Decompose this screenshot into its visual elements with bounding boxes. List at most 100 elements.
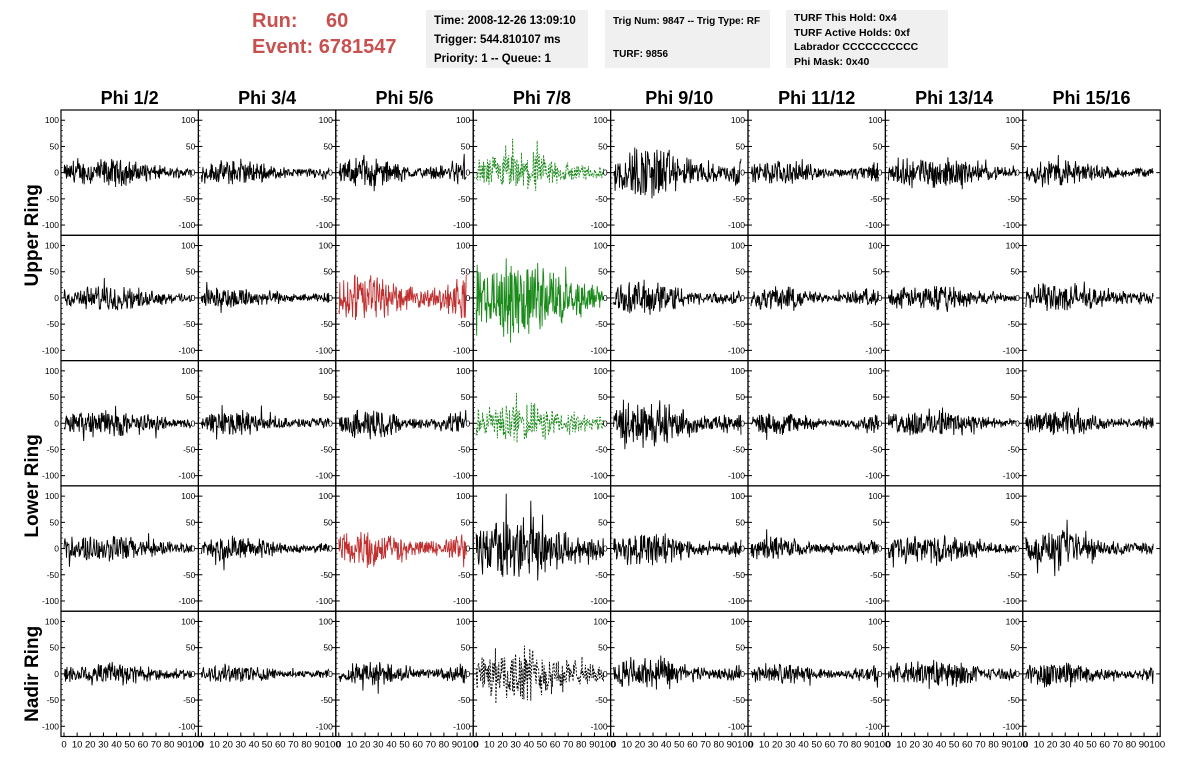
y-tick-label: 0 [740, 168, 745, 178]
waveform-panel: 100 50 0 -50 -100 [591, 360, 749, 487]
y-tick-label: 0 [603, 544, 608, 554]
waveform-trace [1025, 662, 1154, 688]
waveform-panel: 100 50 0 -50 -100 [1003, 485, 1161, 612]
y-tick-label: 100 [181, 241, 195, 251]
x-tick-label: 30 [510, 740, 521, 751]
waveform-trace [750, 413, 879, 440]
y-tick-label: 50 [598, 141, 608, 151]
waveform-trace [1025, 519, 1154, 577]
waveform-panel: 100 50 0 -50 -100 [728, 234, 886, 362]
y-tick-label: -50 [595, 194, 608, 204]
waveform-panel: 100 50 0 -50 -100 [42, 234, 199, 362]
waveform-trace [1025, 281, 1154, 312]
x-tick-label: 80 [439, 740, 450, 751]
y-tick-label: -50 [870, 319, 883, 329]
phi-mask-text: Phi Mask: 0x40 [794, 55, 870, 68]
y-tick-label: 100 [868, 616, 882, 626]
y-tick-label: -50 [458, 444, 471, 454]
waveform-panel: 100 50 0 -50 -100 [865, 234, 1024, 362]
y-tick-label: 50 [323, 392, 333, 402]
y-tick-label: 50 [598, 392, 608, 402]
x-tick-label: 50 [811, 740, 822, 751]
y-tick-label: -100 [728, 220, 745, 230]
y-tick-label: 50 [50, 392, 60, 402]
waveform-panel: 100 50 0 -50 -100 [865, 485, 1024, 612]
y-tick-label: -100 [42, 721, 59, 731]
y-tick-label: -100 [316, 471, 333, 481]
y-tick-label: 100 [1006, 616, 1020, 626]
x-tick-label: 90 [314, 740, 325, 751]
y-tick-label: 100 [319, 241, 333, 251]
x-tick-label: 0 [1023, 740, 1028, 751]
y-tick-label: 50 [461, 141, 471, 151]
y-tick-label: 0 [878, 418, 883, 428]
waveform-panel: 100 50 0 -50 -100 [728, 360, 886, 487]
x-tick-label: 30 [1060, 740, 1071, 751]
y-tick-label: 50 [323, 643, 333, 653]
y-tick-label: 0 [465, 418, 470, 428]
x-tick-label: 40 [249, 740, 260, 751]
x-tick-label: 10 [759, 740, 770, 751]
y-tick-label: 100 [319, 115, 333, 125]
y-tick-label: 50 [736, 643, 746, 653]
y-tick-label: 100 [45, 491, 59, 501]
y-tick-label: -50 [321, 570, 334, 580]
x-tick-label: 70 [563, 740, 574, 751]
y-tick-label: 100 [456, 616, 470, 626]
y-tick-label: 0 [740, 418, 745, 428]
waveform-panel: 100 50 0 -50 -100 [453, 234, 612, 362]
y-tick-label: 0 [191, 293, 196, 303]
x-tick-label: 0 [611, 740, 616, 751]
y-tick-label: -100 [1003, 471, 1020, 481]
waveform-panel: 100 50 0 -50 -100 [1003, 234, 1161, 362]
y-tick-label: 50 [186, 643, 196, 653]
y-tick-label: 50 [50, 267, 60, 277]
y-tick-label: 100 [45, 115, 59, 125]
y-tick-label: 50 [1010, 643, 1020, 653]
y-tick-label: 50 [186, 141, 196, 151]
x-tick-label: 40 [661, 740, 672, 751]
y-tick-label: -100 [1003, 220, 1020, 230]
y-tick-label: 0 [1015, 293, 1020, 303]
waveform-trace [750, 159, 879, 184]
panel-frame [609, 234, 749, 362]
x-tick-label: 100 [325, 740, 341, 751]
y-tick-label: 100 [593, 616, 607, 626]
waveform-trace [475, 258, 605, 343]
x-tick-label: 70 [975, 740, 986, 751]
y-tick-label: 0 [740, 669, 745, 679]
panel-frame [197, 485, 337, 612]
waveform-panel: 100 50 0 -50 -100 [728, 485, 886, 612]
run-value: 60 [326, 10, 349, 32]
y-tick-label: -100 [728, 721, 745, 731]
y-tick-label: -100 [591, 596, 608, 606]
y-tick-label: -50 [1008, 570, 1021, 580]
y-tick-label: 50 [1010, 392, 1020, 402]
y-tick-label: -50 [47, 194, 60, 204]
waveform-panel: 100 50 0 -50 -100 [453, 360, 612, 487]
waveform-panel: 100 50 0 -50 -100 [316, 485, 474, 612]
time-text: Time: 2008-12-26 13:09:10 [434, 15, 576, 27]
y-tick-label: -100 [591, 345, 608, 355]
y-tick-label: -100 [591, 721, 608, 731]
y-tick-label: -100 [42, 471, 59, 481]
y-tick-label: 0 [878, 669, 883, 679]
y-tick-label: 0 [328, 168, 333, 178]
x-tick-label: 80 [1126, 740, 1137, 751]
column-title: Phi 7/8 [513, 88, 571, 108]
waveform-trace [200, 281, 330, 313]
y-tick-label: 100 [1006, 491, 1020, 501]
y-tick-label: -100 [178, 596, 195, 606]
turf-active-text: TURF Active Holds: 0xf [794, 26, 910, 39]
x-tick-label: 90 [727, 740, 738, 751]
y-tick-label: -100 [728, 471, 745, 481]
y-tick-label: -100 [178, 345, 195, 355]
y-tick-label: -50 [870, 695, 883, 705]
y-tick-label: 0 [465, 293, 470, 303]
x-tick-label: 20 [360, 740, 371, 751]
x-tick-label: 40 [798, 740, 809, 751]
waveform-trace [750, 529, 879, 560]
y-tick-label: -100 [42, 596, 59, 606]
